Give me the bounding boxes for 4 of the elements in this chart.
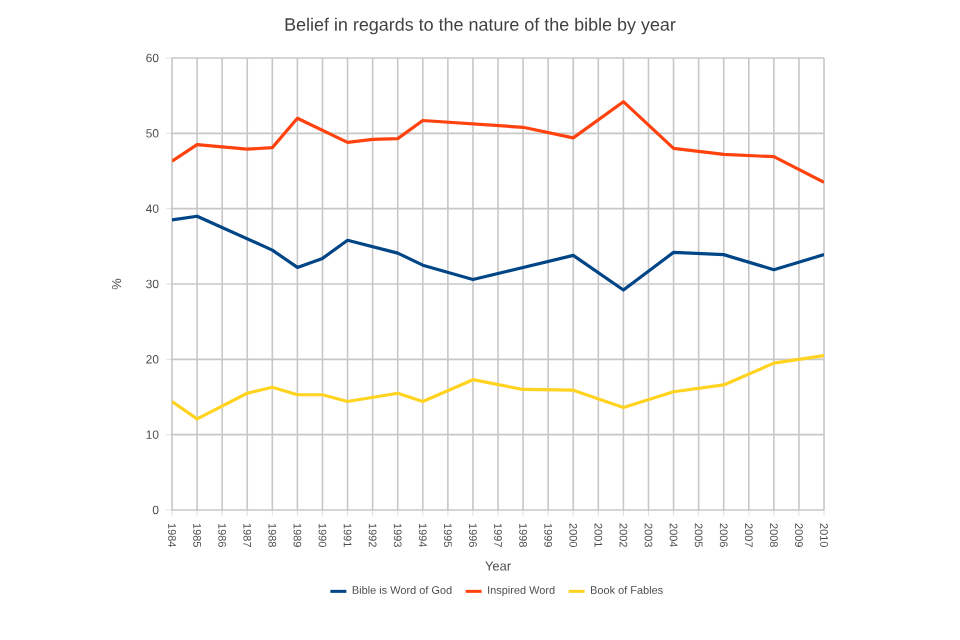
chart-title: Belief in regards to the nature of the bible by year	[285, 17, 676, 35]
line-series	[172, 353, 825, 421]
line-series	[172, 214, 825, 292]
line-series	[172, 100, 825, 184]
